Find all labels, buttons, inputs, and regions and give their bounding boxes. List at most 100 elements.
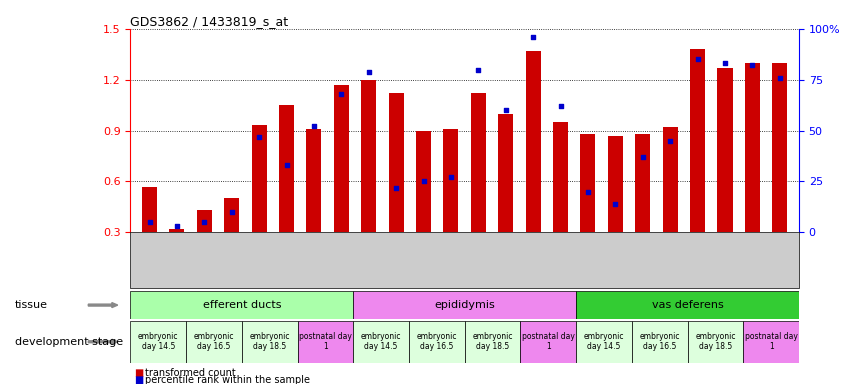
Bar (416, 131, 431, 232)
Text: GSM560928: GSM560928 (282, 233, 291, 280)
Text: GSM560934: GSM560934 (447, 233, 456, 280)
Point (690, 56, 704, 62)
Bar (553, 122, 568, 232)
Text: efferent ducts: efferent ducts (203, 300, 281, 310)
Bar (197, 210, 212, 232)
Bar (279, 105, 294, 232)
FancyBboxPatch shape (576, 291, 799, 319)
Text: postnatal day
1: postnatal day 1 (744, 332, 797, 351)
FancyBboxPatch shape (186, 321, 241, 363)
Point (526, 34, 540, 40)
Text: GDS3862 / 1433819_s_at: GDS3862 / 1433819_s_at (130, 15, 288, 28)
Text: GSM560940: GSM560940 (611, 233, 620, 280)
Point (636, 154, 649, 160)
Point (170, 223, 183, 229)
Text: vas deferens: vas deferens (652, 300, 723, 310)
Bar (142, 187, 157, 232)
FancyBboxPatch shape (576, 321, 632, 363)
FancyBboxPatch shape (687, 321, 743, 363)
FancyBboxPatch shape (743, 321, 799, 363)
Text: postnatal day
1: postnatal day 1 (299, 332, 352, 351)
Point (307, 123, 320, 129)
Text: embryonic
day 18.5: embryonic day 18.5 (696, 332, 736, 351)
Text: GSM560933: GSM560933 (419, 233, 428, 280)
Bar (772, 63, 787, 232)
Point (225, 209, 239, 215)
Bar (663, 127, 678, 232)
Bar (471, 93, 486, 232)
Point (499, 107, 512, 113)
Bar (580, 134, 595, 232)
Text: GSM560939: GSM560939 (584, 233, 592, 280)
Text: GSM560942: GSM560942 (666, 233, 674, 280)
Bar (498, 114, 513, 232)
Text: ■: ■ (135, 375, 144, 384)
Point (609, 201, 622, 207)
Text: GSM560936: GSM560936 (501, 233, 510, 280)
FancyBboxPatch shape (353, 291, 576, 319)
Point (362, 68, 375, 74)
Point (280, 162, 294, 168)
Text: percentile rank within the sample: percentile rank within the sample (145, 375, 310, 384)
Text: GSM560930: GSM560930 (337, 233, 346, 280)
Text: embryonic
day 14.5: embryonic day 14.5 (584, 332, 624, 351)
Bar (334, 85, 349, 232)
Bar (690, 49, 705, 232)
FancyBboxPatch shape (409, 321, 464, 363)
FancyBboxPatch shape (241, 321, 298, 363)
Text: GSM560927: GSM560927 (255, 233, 263, 280)
Bar (745, 63, 760, 232)
Text: ■: ■ (135, 368, 144, 378)
Bar (608, 136, 623, 232)
Text: GSM560923: GSM560923 (145, 233, 154, 280)
Bar (389, 93, 404, 232)
FancyBboxPatch shape (632, 321, 687, 363)
Text: GSM560925: GSM560925 (200, 233, 209, 280)
Text: GSM560946: GSM560946 (775, 233, 785, 280)
Point (198, 219, 211, 225)
Point (143, 219, 156, 225)
Text: GSM560926: GSM560926 (227, 233, 236, 280)
Text: GSM560924: GSM560924 (172, 233, 182, 280)
Point (718, 60, 732, 66)
Point (444, 174, 458, 180)
Point (417, 178, 431, 184)
Text: GSM560937: GSM560937 (529, 233, 537, 280)
Text: embryonic
day 16.5: embryonic day 16.5 (416, 332, 457, 351)
Text: embryonic
day 18.5: embryonic day 18.5 (250, 332, 290, 351)
Point (664, 137, 677, 144)
Bar (526, 51, 541, 232)
Text: GSM560935: GSM560935 (473, 233, 483, 280)
FancyBboxPatch shape (353, 321, 409, 363)
Bar (225, 199, 240, 232)
Text: embryonic
day 18.5: embryonic day 18.5 (473, 332, 513, 351)
Point (554, 103, 568, 109)
Text: tissue: tissue (15, 300, 48, 310)
Bar (635, 134, 650, 232)
Text: GSM560929: GSM560929 (309, 233, 319, 280)
Text: epididymis: epididymis (434, 300, 495, 310)
Text: transformed count: transformed count (145, 368, 236, 378)
Point (746, 62, 759, 68)
Text: GSM560941: GSM560941 (638, 233, 648, 280)
Point (773, 74, 786, 81)
Bar (717, 68, 733, 232)
Bar (169, 229, 184, 232)
Point (252, 134, 266, 140)
Bar (306, 129, 321, 232)
FancyBboxPatch shape (130, 321, 186, 363)
Text: GSM560931: GSM560931 (364, 233, 373, 280)
FancyBboxPatch shape (130, 291, 353, 319)
Text: embryonic
day 14.5: embryonic day 14.5 (138, 332, 178, 351)
Text: development stage: development stage (15, 337, 124, 347)
FancyBboxPatch shape (521, 321, 576, 363)
Bar (362, 79, 376, 232)
Point (389, 184, 403, 190)
Bar (251, 126, 267, 232)
Text: GSM560943: GSM560943 (693, 233, 702, 280)
FancyBboxPatch shape (464, 321, 521, 363)
Text: GSM560945: GSM560945 (748, 233, 757, 280)
Text: embryonic
day 16.5: embryonic day 16.5 (639, 332, 680, 351)
Text: embryonic
day 14.5: embryonic day 14.5 (361, 332, 401, 351)
Text: GSM560938: GSM560938 (556, 233, 565, 280)
